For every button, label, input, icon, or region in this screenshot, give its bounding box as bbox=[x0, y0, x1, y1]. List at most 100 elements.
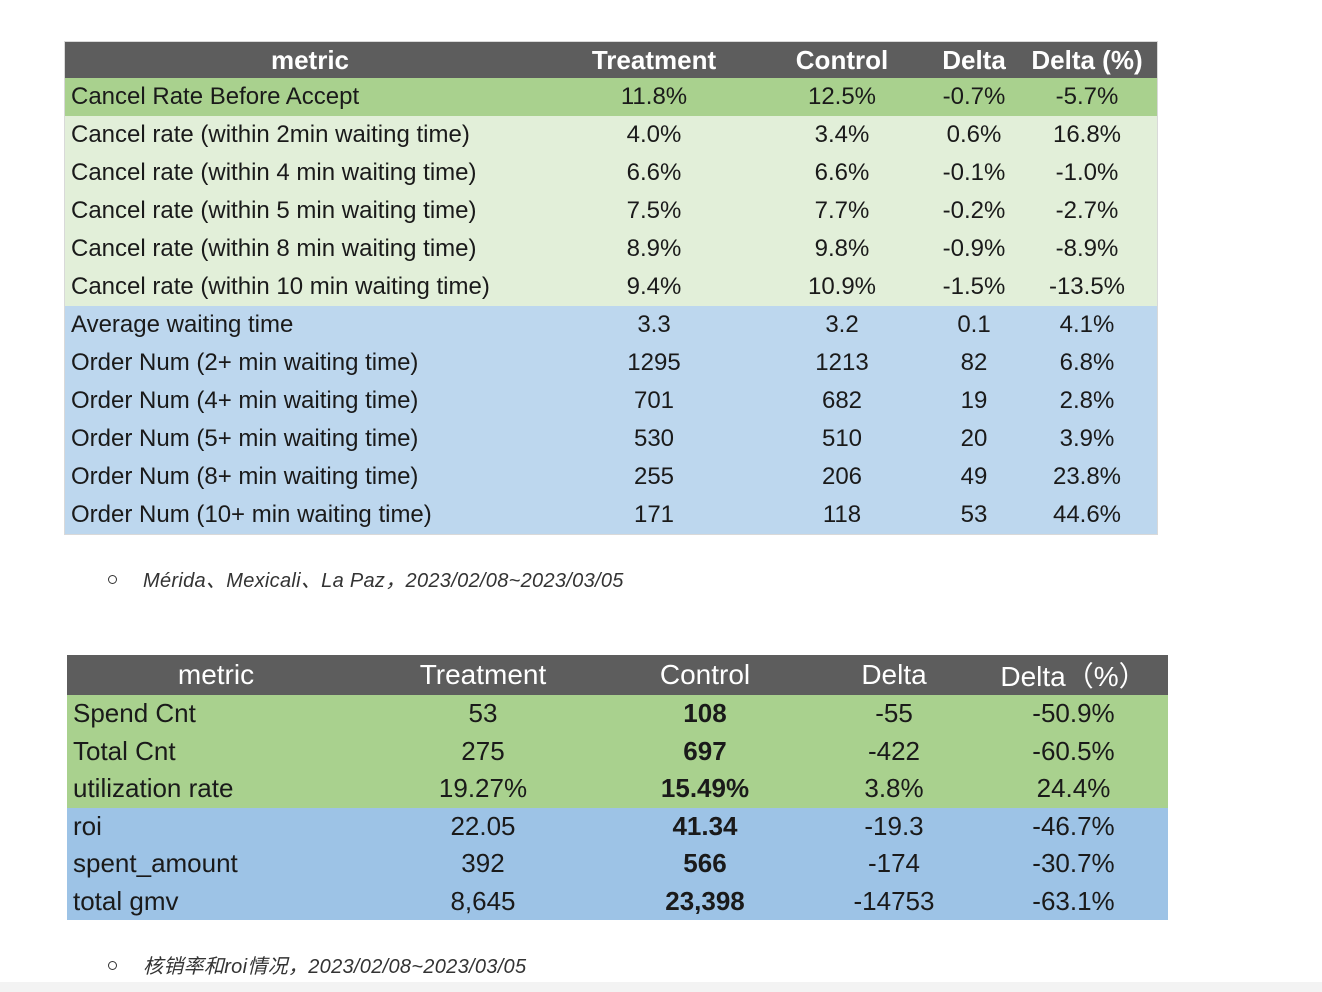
bullet-icon bbox=[108, 961, 117, 971]
treatment-cell: 7.5% bbox=[555, 192, 753, 230]
caption-text: Mérida、Mexicali、La Paz，2023/02/08~2023/0… bbox=[143, 570, 624, 592]
control-cell: 682 bbox=[753, 382, 931, 420]
control-cell: 6.6% bbox=[753, 154, 931, 192]
delta-cell: -174 bbox=[809, 845, 979, 883]
control-cell: 3.2 bbox=[753, 306, 931, 344]
delta-cell: -422 bbox=[809, 732, 979, 770]
table-row: Total Cnt 275 697 -422 -60.5% bbox=[67, 732, 1168, 770]
metric-cell: Cancel rate (within 10 min waiting time) bbox=[65, 268, 555, 306]
treatment-cell: 6.6% bbox=[555, 154, 753, 192]
delta-cell: -0.2% bbox=[931, 192, 1017, 230]
delta-pct-cell: 23.8% bbox=[1017, 458, 1157, 496]
column-header-treatment: Treatment bbox=[555, 42, 753, 78]
control-cell: 15.49% bbox=[601, 770, 809, 808]
treatment-cell: 392 bbox=[365, 845, 601, 883]
control-cell: 118 bbox=[753, 496, 931, 534]
delta-cell: 3.8% bbox=[809, 770, 979, 808]
delta-pct-cell: -8.9% bbox=[1017, 230, 1157, 268]
table-row: Cancel rate (within 2min waiting time) 4… bbox=[65, 116, 1157, 154]
table-header-row: metric Treatment Control Delta Delta（%） bbox=[67, 655, 1168, 695]
column-header-metric: metric bbox=[67, 655, 365, 695]
column-header-delta-pct: Delta（%） bbox=[979, 655, 1168, 695]
treatment-cell: 22.05 bbox=[365, 807, 601, 845]
metric-cell: Cancel rate (within 4 min waiting time) bbox=[65, 154, 555, 192]
treatment-cell: 8.9% bbox=[555, 230, 753, 268]
delta-cell: -0.7% bbox=[931, 78, 1017, 116]
column-header-delta: Delta bbox=[809, 655, 979, 695]
delta-cell: -0.1% bbox=[931, 154, 1017, 192]
treatment-cell: 9.4% bbox=[555, 268, 753, 306]
table-row: Order Num (4+ min waiting time) 701 682 … bbox=[65, 382, 1157, 420]
treatment-cell: 53 bbox=[365, 695, 601, 733]
treatment-cell: 275 bbox=[365, 732, 601, 770]
treatment-cell: 19.27% bbox=[365, 770, 601, 808]
table-row: Order Num (2+ min waiting time) 1295 121… bbox=[65, 344, 1157, 382]
control-cell: 108 bbox=[601, 695, 809, 733]
treatment-cell: 255 bbox=[555, 458, 753, 496]
delta-pct-cell: 3.9% bbox=[1017, 420, 1157, 458]
control-cell: 12.5% bbox=[753, 78, 931, 116]
table-row: Order Num (5+ min waiting time) 530 510 … bbox=[65, 420, 1157, 458]
table-row: Cancel rate (within 10 min waiting time)… bbox=[65, 268, 1157, 306]
delta-cell: 0.1 bbox=[931, 306, 1017, 344]
delta-cell: -1.5% bbox=[931, 268, 1017, 306]
delta-cell: 82 bbox=[931, 344, 1017, 382]
delta-pct-cell: 44.6% bbox=[1017, 496, 1157, 534]
table-header-row: metric Treatment Control Delta Delta (%) bbox=[65, 42, 1157, 78]
delta-cell: 20 bbox=[931, 420, 1017, 458]
table-row: spent_amount 392 566 -174 -30.7% bbox=[67, 845, 1168, 883]
delta-pct-cell: -60.5% bbox=[979, 732, 1168, 770]
treatment-cell: 1295 bbox=[555, 344, 753, 382]
metric-cell: Order Num (8+ min waiting time) bbox=[65, 458, 555, 496]
column-header-control: Control bbox=[601, 655, 809, 695]
table-row: Cancel Rate Before Accept 11.8% 12.5% -0… bbox=[65, 78, 1157, 116]
metric-cell: spent_amount bbox=[67, 845, 365, 883]
delta-pct-cell: -5.7% bbox=[1017, 78, 1157, 116]
metric-cell: Spend Cnt bbox=[67, 695, 365, 733]
table-row: Order Num (10+ min waiting time) 171 118… bbox=[65, 496, 1157, 534]
delta-pct-cell: 4.1% bbox=[1017, 306, 1157, 344]
control-cell: 206 bbox=[753, 458, 931, 496]
control-cell: 566 bbox=[601, 845, 809, 883]
table-row: Order Num (8+ min waiting time) 255 206 … bbox=[65, 458, 1157, 496]
metric-cell: Order Num (5+ min waiting time) bbox=[65, 420, 555, 458]
treatment-cell: 701 bbox=[555, 382, 753, 420]
control-cell: 697 bbox=[601, 732, 809, 770]
treatment-cell: 171 bbox=[555, 496, 753, 534]
table-row: total gmv 8,645 23,398 -14753 -63.1% bbox=[67, 882, 1168, 920]
treatment-cell: 11.8% bbox=[555, 78, 753, 116]
delta-pct-cell: -63.1% bbox=[979, 882, 1168, 920]
control-cell: 23,398 bbox=[601, 882, 809, 920]
treatment-cell: 8,645 bbox=[365, 882, 601, 920]
delta-pct-cell: -13.5% bbox=[1017, 268, 1157, 306]
treatment-cell: 3.3 bbox=[555, 306, 753, 344]
column-header-delta-pct: Delta (%) bbox=[1017, 42, 1157, 78]
delta-cell: 19 bbox=[931, 382, 1017, 420]
metric-cell: roi bbox=[67, 807, 365, 845]
control-cell: 41.34 bbox=[601, 807, 809, 845]
metric-cell: total gmv bbox=[67, 882, 365, 920]
delta-cell: 49 bbox=[931, 458, 1017, 496]
delta-pct-cell: 6.8% bbox=[1017, 344, 1157, 382]
table-row: Average waiting time 3.3 3.2 0.1 4.1% bbox=[65, 306, 1157, 344]
control-cell: 510 bbox=[753, 420, 931, 458]
delta-pct-cell: -2.7% bbox=[1017, 192, 1157, 230]
delta-pct-cell: -46.7% bbox=[979, 807, 1168, 845]
metric-cell: Order Num (4+ min waiting time) bbox=[65, 382, 555, 420]
cancel-rate-table: metric Treatment Control Delta Delta (%)… bbox=[65, 42, 1157, 534]
delta-cell: 53 bbox=[931, 496, 1017, 534]
column-header-delta: Delta bbox=[931, 42, 1017, 78]
delta-cell: 0.6% bbox=[931, 116, 1017, 154]
delta-pct-cell: -50.9% bbox=[979, 695, 1168, 733]
delta-pct-cell: 24.4% bbox=[979, 770, 1168, 808]
control-cell: 3.4% bbox=[753, 116, 931, 154]
table-row: roi 22.05 41.34 -19.3 -46.7% bbox=[67, 807, 1168, 845]
column-header-control: Control bbox=[753, 42, 931, 78]
control-cell: 7.7% bbox=[753, 192, 931, 230]
control-cell: 9.8% bbox=[753, 230, 931, 268]
table2-caption: 核销率和roi情况，2023/02/08~2023/03/05 bbox=[108, 950, 526, 979]
table-row: Cancel rate (within 8 min waiting time) … bbox=[65, 230, 1157, 268]
metric-cell: Cancel rate (within 2min waiting time) bbox=[65, 116, 555, 154]
column-header-treatment: Treatment bbox=[365, 655, 601, 695]
delta-cell: -0.9% bbox=[931, 230, 1017, 268]
